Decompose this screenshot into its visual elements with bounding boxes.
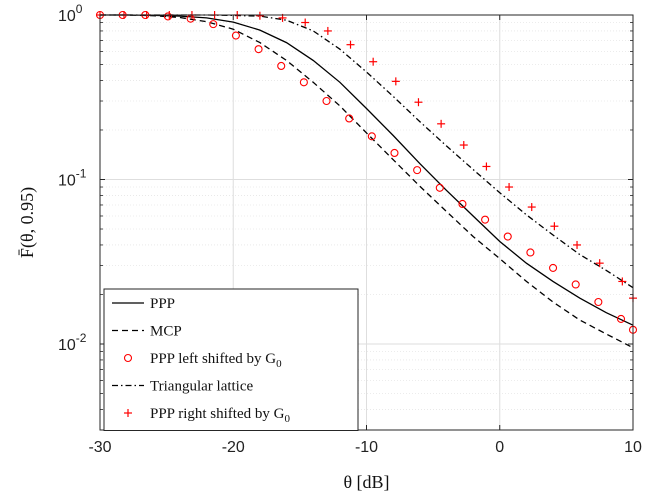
series-4-marker	[391, 77, 400, 86]
x-tick-label: 0	[495, 439, 504, 456]
series-2-marker	[367, 132, 376, 141]
x-tick-label: -20	[222, 439, 245, 456]
series-4-marker	[505, 183, 514, 192]
legend-label: PPP	[150, 296, 175, 312]
series-2-marker	[435, 183, 444, 192]
y-tick-label: 10-2	[58, 331, 87, 354]
y-tick-exponent: -1	[76, 166, 87, 180]
legend-label: MCP	[150, 324, 182, 340]
series-1-line	[100, 14, 634, 349]
series-4-marker	[323, 26, 332, 35]
series-4-marker	[618, 277, 627, 286]
series-2-marker	[163, 12, 173, 21]
series-4-marker	[346, 40, 355, 49]
series-2-marker	[481, 215, 490, 224]
legend-swatch	[124, 409, 132, 417]
series-2-marker	[277, 61, 286, 71]
series-2-marker	[594, 297, 603, 307]
series-2-marker	[616, 314, 626, 323]
x-axis-label: θ [dB]	[343, 472, 389, 492]
series-2-marker	[345, 114, 354, 123]
series-layer	[95, 10, 638, 349]
legend: PPP MCP PPP left shifted by G0 Triangular l…	[103, 288, 359, 431]
legend-swatch	[123, 353, 133, 363]
series-4-marker	[459, 141, 468, 150]
series-4-marker	[527, 203, 536, 212]
series-0-line	[100, 14, 634, 326]
series-2-marker	[254, 45, 263, 54]
series-4-marker	[414, 98, 423, 107]
legend-item: PPP right shifted by G0	[124, 406, 290, 425]
series-4-marker	[301, 18, 310, 27]
series-2-marker	[231, 31, 240, 40]
legend-label: Triangular lattice	[150, 379, 254, 395]
series-2-marker	[209, 20, 218, 29]
series-2-marker	[299, 78, 308, 87]
series-2-marker	[503, 232, 512, 241]
y-tick-exponent: -2	[76, 331, 87, 345]
series-4-marker	[595, 259, 604, 268]
y-tick-exponent: 0	[76, 2, 83, 16]
x-tick-label: -10	[355, 439, 378, 456]
legend-item: Triangular lattice	[112, 379, 254, 395]
series-4-marker	[255, 11, 264, 20]
series-4-marker	[369, 57, 378, 66]
series-4-marker	[482, 162, 491, 171]
y-axis-label: F̄(θ, 0.95)	[17, 187, 38, 258]
x-tick-label: -30	[88, 439, 111, 456]
legend-item: MCP	[112, 324, 182, 340]
y-tick-label: 100	[58, 2, 83, 25]
legend-item: PPP	[112, 296, 175, 312]
series-4-marker	[550, 222, 559, 231]
series-4-marker	[437, 119, 446, 128]
series-4-marker	[573, 240, 582, 249]
legend-item: PPP left shifted by G0	[123, 351, 282, 370]
series-2-marker	[322, 96, 331, 106]
legend-label: PPP left shifted by G0	[150, 351, 282, 370]
x-tick-label: 10	[624, 439, 642, 456]
legend-box	[103, 288, 359, 431]
series-2-marker	[526, 248, 535, 257]
legend-label-subscript: 0	[284, 413, 290, 425]
legend-label: PPP right shifted by G0	[150, 406, 290, 425]
series-2-marker	[413, 166, 422, 175]
y-tick-label: 10-1	[58, 166, 87, 189]
series-2-marker	[548, 263, 558, 272]
legend-label-subscript: 0	[276, 358, 282, 370]
series-2-marker	[390, 148, 399, 158]
series-2-marker	[571, 280, 580, 289]
series-2-marker	[458, 199, 467, 209]
